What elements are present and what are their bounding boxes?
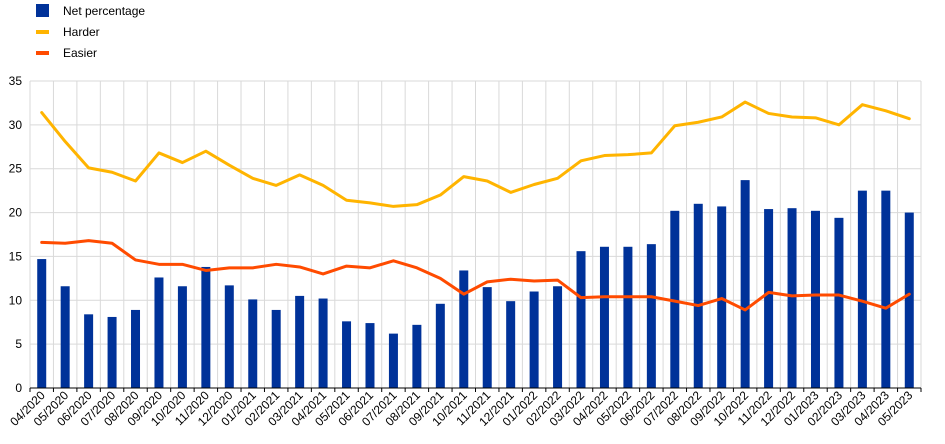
legend-item-easier: Easier: [36, 42, 145, 63]
bar-net-percentage: [154, 277, 164, 388]
bar-net-percentage: [881, 190, 891, 388]
bar-net-percentage: [365, 323, 375, 388]
y-tick-label: 30: [9, 118, 23, 132]
legend-item-net-percentage: Net percentage: [36, 0, 145, 21]
y-tick-label: 20: [9, 206, 23, 220]
line-easier: [40, 239, 911, 312]
bar-net-percentage: [388, 333, 398, 388]
bar-net-percentage: [787, 208, 797, 388]
legend-swatch-net-percentage: [36, 4, 49, 17]
grid-lines: [29, 80, 922, 388]
bar-net-percentage: [459, 270, 469, 388]
bar-series: [37, 180, 914, 388]
bar-net-percentage: [670, 210, 680, 388]
bar-net-percentage: [271, 309, 281, 388]
y-tick-label: 0: [15, 381, 22, 395]
legend-label-net-percentage: Net percentage: [63, 3, 146, 18]
bar-net-percentage: [412, 324, 422, 388]
legend-label-easier: Easier: [63, 45, 98, 60]
bar-net-percentage: [599, 246, 609, 388]
legend-item-harder: Harder: [36, 21, 145, 42]
bar-net-percentage: [224, 285, 234, 388]
bar-net-percentage: [693, 203, 703, 388]
bar-net-percentage: [506, 301, 516, 388]
axes: [29, 387, 922, 392]
line-harder: [40, 100, 911, 208]
legend-label-harder: Harder: [63, 24, 100, 39]
bar-net-percentage: [740, 180, 750, 388]
bar-net-percentage: [342, 321, 352, 388]
bar-net-percentage: [576, 251, 586, 388]
bar-net-percentage: [60, 286, 70, 388]
bar-net-percentage: [84, 314, 94, 388]
legend-swatch-easier: [36, 50, 49, 55]
legend-swatch-harder: [36, 29, 49, 34]
x-axis-tick-labels: 04/202005/202006/202007/202008/202009/20…: [7, 388, 915, 429]
y-tick-label: 5: [15, 337, 22, 351]
bar-net-percentage: [553, 286, 563, 388]
bar-net-percentage: [248, 299, 258, 388]
bar-net-percentage: [435, 303, 445, 388]
bar-net-percentage: [201, 266, 211, 388]
bar-net-percentage: [834, 217, 844, 388]
y-axis-tick-labels: 0 5 10 15 20 25 30 35: [9, 74, 23, 395]
bar-net-percentage: [810, 210, 820, 388]
bar-net-percentage: [482, 287, 492, 388]
legend: Net percentage Harder Easier: [36, 0, 145, 63]
y-tick-label: 15: [9, 249, 23, 263]
bar-net-percentage: [857, 190, 867, 388]
y-tick-label: 10: [9, 293, 23, 307]
bar-net-percentage: [904, 212, 914, 388]
bar-net-percentage: [107, 316, 117, 388]
y-tick-label: 25: [9, 162, 23, 176]
bar-net-percentage: [177, 286, 187, 388]
y-tick-label: 35: [9, 74, 23, 88]
bar-net-percentage: [131, 309, 141, 388]
bar-net-percentage: [764, 209, 774, 388]
bar-net-percentage: [37, 259, 47, 388]
bar-net-percentage: [646, 244, 656, 388]
bar-net-percentage: [529, 291, 539, 388]
bar-net-percentage: [623, 246, 633, 388]
line-series: [40, 100, 911, 312]
bar-net-percentage: [295, 295, 305, 388]
bar-net-percentage: [318, 298, 328, 388]
